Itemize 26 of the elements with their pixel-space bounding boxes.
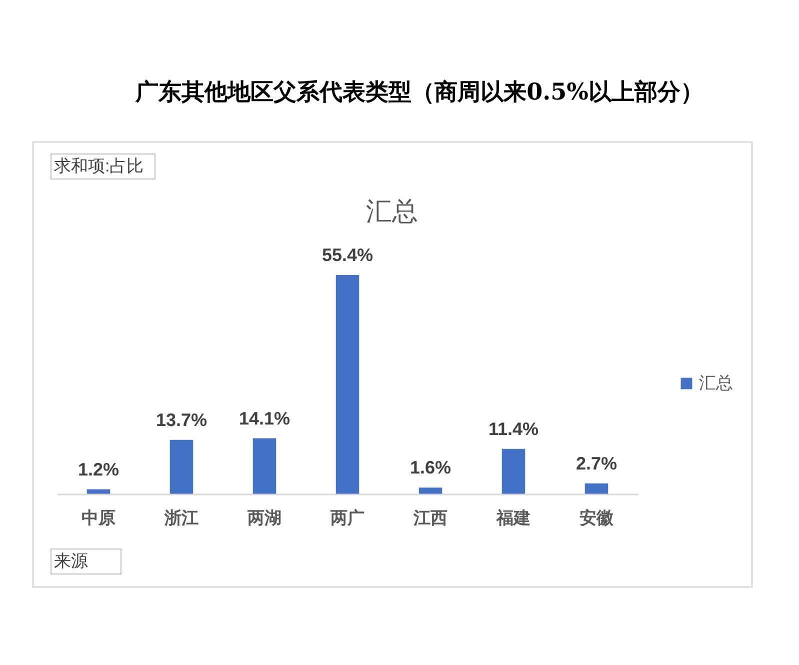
x-tick-label: 中原 (82, 508, 116, 528)
chart-title: 广东其他地区父系代表类型（商周以来0.5%以上部分） (134, 78, 704, 106)
data-label: 14.1% (238, 408, 290, 428)
data-label: 11.4% (488, 418, 539, 439)
x-tick-label: 两广 (330, 508, 364, 528)
bar (170, 440, 194, 494)
data-label: 1.2% (78, 459, 120, 480)
bar (252, 438, 276, 494)
data-label: 55.4% (322, 245, 374, 265)
bar (584, 483, 608, 494)
x-tick-label: 江西 (412, 508, 448, 528)
x-tick-label: 福建 (496, 508, 530, 528)
x-tick-label: 两湖 (246, 508, 282, 528)
x-tick-label: 安徽 (580, 508, 614, 528)
data-label: 13.7% (156, 410, 208, 430)
data-label: 2.7% (576, 453, 618, 474)
text: 求和项:占比 (54, 156, 144, 176)
text: 来源 (54, 552, 88, 570)
bar (336, 275, 360, 494)
legend-label: 汇总 (699, 374, 733, 394)
x-tick-label: 浙江 (164, 508, 198, 528)
bar (86, 489, 110, 494)
bar (418, 488, 442, 494)
chart-subtitle: 汇总 (366, 197, 418, 227)
bar (502, 448, 526, 494)
data-label: 1.6% (410, 458, 452, 478)
